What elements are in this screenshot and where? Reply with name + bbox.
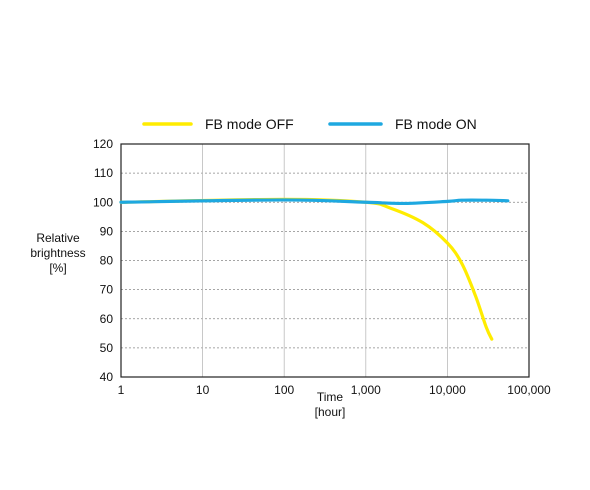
y-tick-label: 120 <box>93 137 113 151</box>
legend-label: FB mode OFF <box>205 116 294 132</box>
y-tick-label: 50 <box>100 341 114 355</box>
series-lines <box>119 197 510 341</box>
y-axis-title-line: [%] <box>49 261 66 275</box>
x-tick-label: 1 <box>118 383 125 397</box>
y-tick-label: 40 <box>100 370 114 384</box>
x-tick-label: 10 <box>196 383 210 397</box>
y-tick-label: 90 <box>100 224 114 238</box>
x-tick-label: 1,000 <box>351 383 381 397</box>
y-tick-label: 100 <box>93 195 113 209</box>
y-axis-title-line: Relative <box>36 231 80 245</box>
y-axis-title-line: brightness <box>30 246 85 260</box>
plot-border <box>120 143 530 378</box>
x-tick-label: 100 <box>274 383 294 397</box>
y-tick-label: 110 <box>94 166 113 180</box>
x-tick-label: 100,000 <box>507 383 551 397</box>
plot-frame <box>120 143 530 378</box>
legend: FB mode OFF FB mode ON <box>142 116 477 132</box>
y-tick-label: 60 <box>100 312 114 326</box>
series-line-fb-mode-on <box>119 198 510 206</box>
series-line-fb-mode-off <box>119 197 494 341</box>
x-tick-label: 10,000 <box>429 383 466 397</box>
y-tick-label: 70 <box>100 283 114 297</box>
x-axis-title-line: [hour] <box>315 405 346 419</box>
y-tick-label: 80 <box>100 254 114 268</box>
legend-label: FB mode ON <box>395 116 477 132</box>
grid <box>121 144 529 377</box>
x-axis-title-line: Time <box>317 390 344 404</box>
